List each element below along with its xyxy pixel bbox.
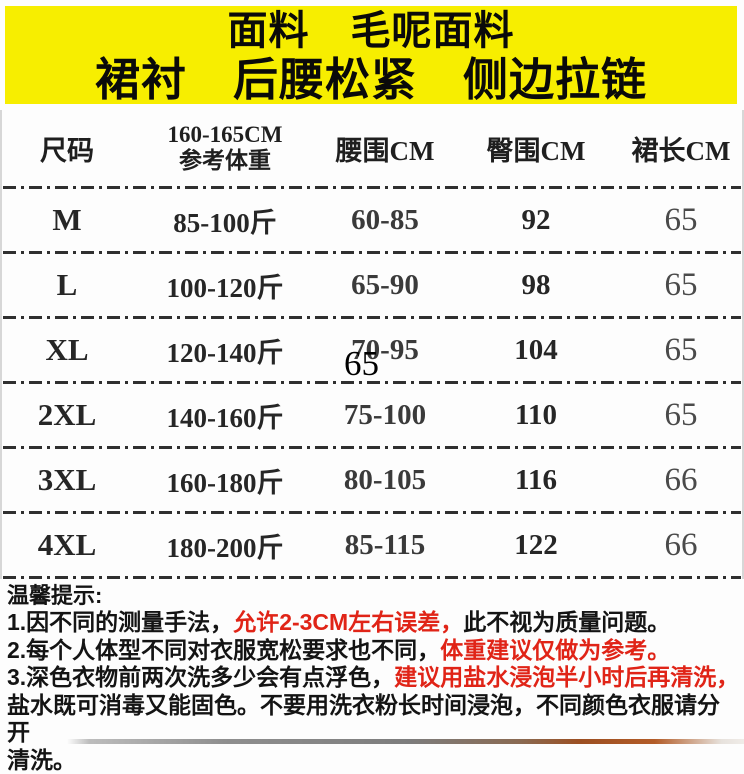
- weight-value: 160-180斤: [132, 461, 318, 500]
- header-banner: 面料 毛呢面料 裙衬 后腰松紧 侧边拉链: [5, 6, 737, 104]
- hip-value: 122: [452, 529, 620, 562]
- waist-value: 65-90: [318, 269, 452, 302]
- waist-value: 80-105: [318, 464, 452, 497]
- length-value: 65: [620, 202, 742, 239]
- tip-line-1: 1.因不同的测量手法，允许2-3CM左右误差，此不视为质量问题。: [7, 609, 740, 637]
- table-row-2xl: 2XL 140-160斤 75-100 110 65: [2, 384, 742, 446]
- size-value: 2XL: [2, 397, 132, 433]
- tip-line-2: 2.每个人体型不同对衣服宽松要求也不同，体重建议仅做为参考。: [7, 637, 740, 665]
- hip-value: 98: [452, 269, 620, 302]
- tip-text-red: 允许2-3CM左右误差，: [233, 609, 463, 635]
- tip-text-red: 建议用盐水浸泡半小时后再清洗，: [394, 664, 739, 690]
- size-value: L: [2, 267, 132, 303]
- tip-text: 1.因不同的测量手法，: [7, 609, 233, 635]
- weight-value: 85-100斤: [132, 201, 318, 240]
- length-value: 65: [620, 397, 742, 434]
- waist-value: 85-115: [318, 529, 452, 562]
- fabric-title: 面料 毛呢面料: [5, 8, 737, 55]
- stray-overlay-text: 65: [344, 344, 379, 384]
- header-weight-line1: 160-165CM: [132, 122, 318, 148]
- waist-value: 70-95: [318, 334, 452, 367]
- header-weight: 160-165CM 参考体重: [132, 122, 318, 174]
- tip-line-3: 3.深色衣物前两次洗多少会有点浮色，建议用盐水浸泡半小时后再清洗，: [7, 664, 740, 692]
- table-row-4xl: 4XL 180-200斤 85-115 122 66: [2, 514, 742, 576]
- table-row-m: M 85-100斤 60-85 92 65: [2, 189, 742, 251]
- hip-value: 116: [452, 464, 620, 497]
- weight-value: 140-160斤: [132, 396, 318, 435]
- tips-heading: 温馨提示:: [7, 582, 740, 609]
- length-value: 66: [620, 462, 742, 499]
- size-value: M: [2, 202, 132, 238]
- features-title: 裙衬 后腰松紧 侧边拉链: [5, 55, 737, 104]
- weight-value: 100-120斤: [132, 266, 318, 305]
- washing-tips: 温馨提示: 1.因不同的测量手法，允许2-3CM左右误差，此不视为质量问题。 2…: [0, 579, 744, 774]
- tip-text: 盐水既可消毒又能固色。不要用洗衣粉长时间浸泡，不同颜色衣服请分开: [7, 692, 720, 746]
- length-value: 65: [620, 267, 742, 304]
- tip-text: 3.深色衣物前两次洗多少会有点浮色，: [7, 664, 394, 690]
- waist-value: 75-100: [318, 399, 452, 432]
- length-value: 66: [620, 527, 742, 564]
- tip-text: 清洗。: [7, 747, 76, 773]
- hip-value: 104: [452, 334, 620, 367]
- tip-line-5: 清洗。: [7, 747, 740, 774]
- size-value: 4XL: [2, 527, 132, 563]
- hip-value: 110: [452, 399, 620, 432]
- tip-text-red: 体重建议仅做为参考。: [440, 637, 670, 663]
- size-value: 3XL: [2, 462, 132, 498]
- length-value: 65: [620, 332, 742, 369]
- next-image-edge: [0, 739, 744, 744]
- header-weight-line2: 参考体重: [132, 148, 318, 174]
- tip-text: 2.每个人体型不同对衣服宽松要求也不同，: [7, 637, 440, 663]
- header-length: 裙长CM: [620, 129, 742, 168]
- hip-value: 92: [452, 204, 620, 237]
- table-row-l: L 100-120斤 65-90 98 65: [2, 254, 742, 316]
- header-waist: 腰围CM: [318, 129, 452, 168]
- table-row-3xl: 3XL 160-180斤 80-105 116 66: [2, 449, 742, 511]
- header-size: 尺码: [2, 129, 132, 168]
- tip-text: 此不视为质量问题。: [463, 609, 670, 635]
- size-value: XL: [2, 332, 132, 368]
- weight-value: 180-200斤: [132, 526, 318, 565]
- header-hip: 臀围CM: [452, 129, 620, 168]
- table-header-row: 尺码 160-165CM 参考体重 腰围CM 臀围CM 裙长CM: [2, 110, 742, 186]
- size-chart-page: 面料 毛呢面料 裙衬 后腰松紧 侧边拉链 尺码 160-165CM 参考体重 腰…: [0, 0, 744, 744]
- waist-value: 60-85: [318, 204, 452, 237]
- weight-value: 120-140斤: [132, 331, 318, 370]
